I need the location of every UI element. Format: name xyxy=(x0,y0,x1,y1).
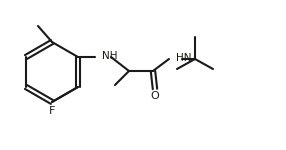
Text: O: O xyxy=(151,91,159,101)
Text: F: F xyxy=(49,106,55,116)
Text: NH: NH xyxy=(102,51,118,61)
Text: HN: HN xyxy=(176,53,192,63)
